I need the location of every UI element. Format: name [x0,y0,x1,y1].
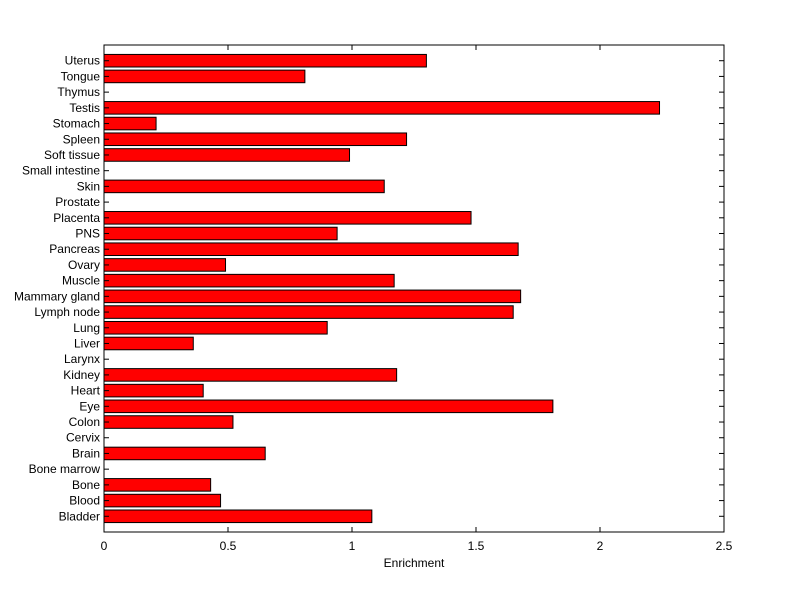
x-tick-label: 1 [349,539,356,553]
y-tick-label: Small intestine [22,164,100,178]
plot-frame [103,44,725,533]
bar-bladder [103,509,373,524]
y-tick-label: Testis [69,101,100,115]
bar-kidney [103,368,398,382]
bar-soft-tissue [103,148,351,162]
bar-testis [103,101,661,115]
y-tick-label: Bladder [59,509,100,523]
y-tick-label: Prostate [55,195,100,209]
bar-heart [103,383,204,398]
y-tick-label: PNS [75,227,100,241]
y-tick-label: Bone marrow [29,462,101,476]
y-tick-label: Heart [71,384,101,398]
bar-lymph-node [103,305,514,319]
bar-pancreas [103,242,519,257]
y-tick-label: Bone [72,478,100,492]
y-tick-label: Stomach [53,117,100,131]
bar-colon [103,415,234,429]
y-tick-label: Liver [74,336,100,350]
y-tick-label: Blood [69,494,100,508]
y-tick-label: Soft tissue [44,148,100,162]
x-tick-label: 1.5 [468,539,485,553]
bar-tongue [103,69,306,84]
bar-ovary [103,258,227,272]
y-tick-label: Mammary gland [14,289,100,303]
bar-bone [103,478,212,492]
y-tick-label: Skin [77,179,100,193]
y-tick-label: Placenta [53,211,100,225]
y-tick-label: Muscle [62,274,100,288]
y-tick-label: Thymus [57,85,100,99]
bar-eye [103,399,554,414]
y-tick-label: Pancreas [49,242,100,256]
y-tick-label: Ovary [68,258,100,272]
y-tick-label: Uterus [65,54,100,68]
y-tick-label: Colon [69,415,100,429]
x-tick-label: 2.5 [716,539,733,553]
bars-group [103,53,661,524]
bar-stomach [103,116,157,131]
bar-lung [103,320,328,335]
bar-pns [103,226,338,241]
x-tick-label: 0 [101,539,108,553]
bar-mammary-gland [103,289,522,304]
bar-muscle [103,273,395,288]
x-tick-label: 2 [597,539,604,553]
x-axis-label: Enrichment [384,556,445,570]
y-tick-label: Eye [79,399,100,413]
bar-spleen [103,132,408,147]
y-tick-label: Cervix [66,431,100,445]
y-tick-label: Kidney [63,368,100,382]
y-tick-label: Tongue [61,69,101,83]
y-tick-label: Lymph node [34,305,100,319]
y-tick-label: Larynx [64,352,100,366]
y-tick-label: Lung [73,321,100,335]
bar-blood [103,493,222,508]
bar-liver [103,336,194,351]
x-tick-label: 0.5 [220,539,237,553]
bar-skin [103,179,385,194]
bar-brain [103,446,266,461]
bar-placenta [103,211,472,225]
y-tick-label: Brain [72,446,100,460]
x-ticks-group: 0 0.5 1 1.5 2 2.5 [101,45,733,553]
y-tick-label: Spleen [63,132,100,146]
bar-uterus [103,53,427,68]
